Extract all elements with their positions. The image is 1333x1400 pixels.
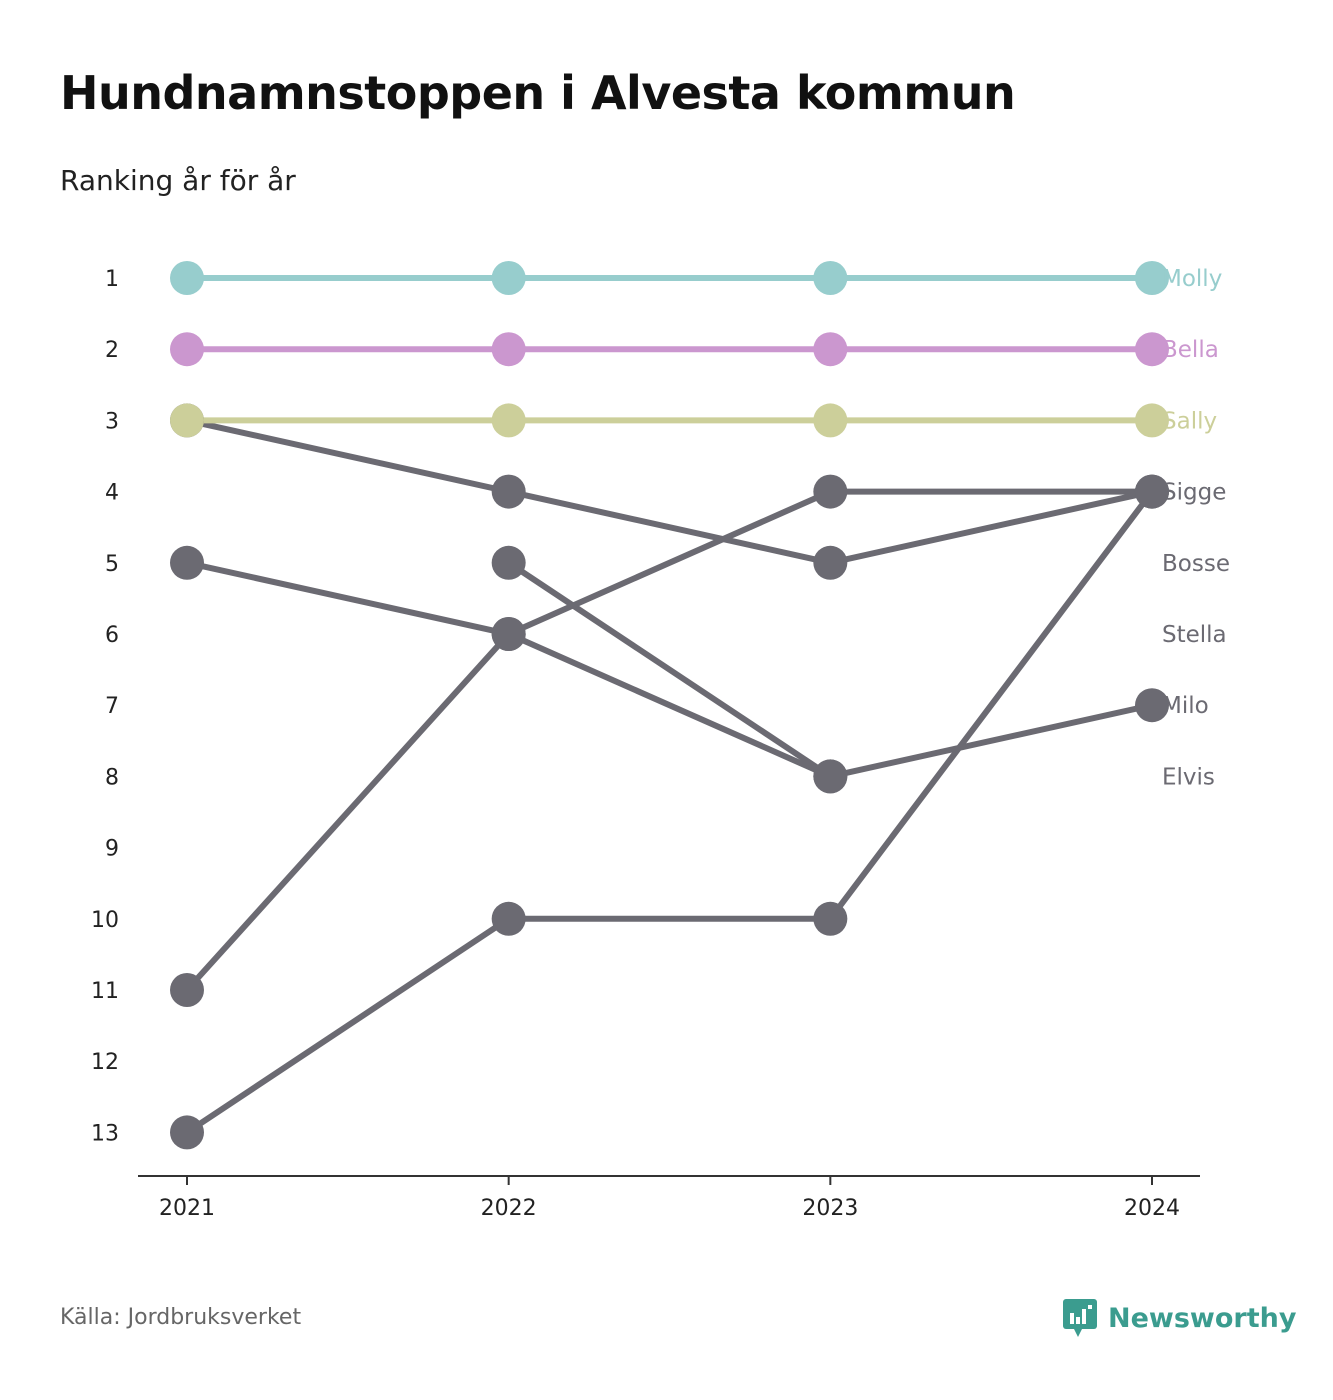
x-tick-label: 2022 <box>481 1196 537 1221</box>
series-label-sigge: Sigge <box>1162 480 1226 506</box>
chart-title: Hundnamnstoppen i Alvesta kommun <box>60 66 1016 120</box>
data-point-sally[interactable] <box>813 403 848 438</box>
data-point-bella[interactable] <box>813 332 848 367</box>
data-point-stella[interactable] <box>170 1115 204 1150</box>
y-tick-label: 13 <box>91 1121 119 1146</box>
data-point-sigge[interactable] <box>170 973 204 1007</box>
data-point-bella[interactable] <box>491 332 526 367</box>
y-tick-label: 11 <box>91 979 119 1004</box>
chart-subtitle: Ranking år för år <box>60 164 296 197</box>
data-point-milo[interactable] <box>491 617 526 651</box>
data-point-bosse[interactable] <box>491 474 526 509</box>
series-label-sally: Sally <box>1162 408 1217 434</box>
brand-name: Newsworthy <box>1108 1302 1297 1334</box>
data-point-stella[interactable] <box>1135 474 1169 509</box>
series-label-bella: Bella <box>1162 337 1219 363</box>
y-tick-label: 3 <box>105 409 119 434</box>
series-lines <box>184 275 1155 1135</box>
y-tick-label: 1 <box>105 267 119 292</box>
series-points <box>170 261 1169 1150</box>
data-point-stella[interactable] <box>491 901 526 936</box>
data-point-elvis[interactable] <box>491 545 526 580</box>
x-tick-label: 2021 <box>159 1196 215 1221</box>
y-tick-label: 2 <box>105 338 119 363</box>
data-point-bella[interactable] <box>1135 332 1169 367</box>
data-point-molly[interactable] <box>813 261 848 295</box>
x-axis-ticks: 2021 2022 2023 2024 <box>159 1176 1180 1221</box>
series-line-elvis <box>507 560 832 779</box>
series-label-milo: Milo <box>1162 693 1209 719</box>
y-tick-label: 7 <box>105 694 119 719</box>
data-point-sally[interactable] <box>1135 403 1169 438</box>
series-label-stella: Stella <box>1162 622 1227 648</box>
data-point-molly[interactable] <box>170 261 204 295</box>
series-end-labels: Molly Bella Sally Sigge Bosse Stella Milo Elvis <box>1162 266 1230 790</box>
data-point-bella[interactable] <box>170 332 204 367</box>
data-point-stella[interactable] <box>813 901 848 936</box>
y-tick-label: 6 <box>105 623 119 648</box>
data-point-elvis[interactable] <box>813 759 848 794</box>
y-tick-label: 10 <box>91 908 119 933</box>
x-tick-label: 2023 <box>802 1196 858 1221</box>
y-tick-label: 12 <box>91 1050 119 1075</box>
data-point-molly[interactable] <box>491 261 526 295</box>
data-point-milo[interactable] <box>1135 688 1169 723</box>
series-line-sigge <box>184 488 1152 993</box>
newsworthy-logo-icon <box>1063 1299 1097 1337</box>
series-label-bosse: Bosse <box>1162 551 1230 577</box>
y-tick-label: 4 <box>105 481 119 506</box>
brand-logo[interactable]: Newsworthy <box>1062 1298 1296 1338</box>
y-tick-label: 8 <box>105 765 119 790</box>
series-label-molly: Molly <box>1162 266 1222 292</box>
data-point-bosse[interactable] <box>813 545 848 580</box>
source-note: Källa: Jordbruksverket <box>60 1305 302 1330</box>
y-tick-label: 9 <box>105 837 119 862</box>
data-point-milo[interactable] <box>170 545 204 580</box>
data-point-sigge[interactable] <box>813 474 848 509</box>
series-line-bosse <box>186 417 1153 566</box>
data-point-sally[interactable] <box>170 403 204 438</box>
data-point-sally[interactable] <box>491 403 526 438</box>
series-label-elvis: Elvis <box>1162 764 1215 790</box>
series-line-stella <box>185 489 1155 1135</box>
data-point-molly[interactable] <box>1135 261 1169 295</box>
x-tick-label: 2024 <box>1124 1196 1180 1221</box>
y-tick-label: 5 <box>105 552 119 577</box>
series-line-milo <box>186 559 1153 780</box>
